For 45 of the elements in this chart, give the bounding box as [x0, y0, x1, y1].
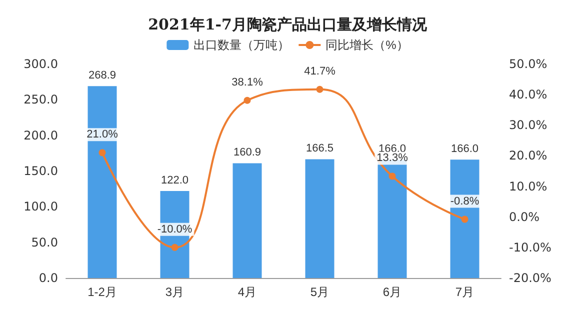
x-tick-label: 4月 [238, 285, 257, 299]
y-tick-label: 0.0 [38, 271, 58, 285]
point [388, 172, 396, 180]
bar [88, 86, 117, 278]
y-tick-label: 50.0 [31, 235, 58, 250]
point [171, 244, 178, 251]
x-tick-label: 6月 [382, 285, 402, 299]
data-label: 166.5 [306, 142, 334, 155]
y-tick-label: 100.0 [24, 200, 58, 214]
y-tick-label: 200.0 [24, 128, 58, 142]
y2-tick-label: 20.0% [509, 148, 548, 163]
y-tick-label: 300.0 [24, 57, 58, 71]
x-tick-label: 5月 [310, 285, 330, 299]
data-label: 21.0% [86, 128, 118, 141]
data-label: 166.0 [450, 143, 479, 156]
y2-tick-label: 30.0% [509, 118, 548, 132]
chart-title: 2021年1-7月陶瓷产品出口量及增长情况 [148, 16, 428, 34]
y2-tick-label: 40.0% [509, 88, 548, 102]
y-tick-label: 150.0 [24, 164, 58, 178]
y2-tick-label: 50.0% [509, 57, 548, 71]
x-tick-label: 7月 [455, 285, 474, 299]
point [316, 86, 324, 93]
point [244, 96, 251, 104]
y2-tick-label: 0.0% [509, 210, 540, 224]
data-label: -0.8% [450, 195, 480, 208]
y-tick-label: 250.0 [24, 92, 58, 107]
point [98, 149, 106, 156]
data-label: 38.1% [232, 76, 264, 88]
point [461, 216, 468, 223]
data-label: 13.3% [376, 152, 408, 164]
x-tick-label: 3月 [165, 285, 184, 299]
y2-tick-label: -10.0% [509, 240, 552, 254]
bar [450, 160, 480, 278]
data-label: 268.9 [88, 70, 116, 82]
x-tick-label: 1-2月 [88, 285, 117, 299]
data-label: 160.9 [233, 146, 262, 159]
data-label: -10.0% [157, 223, 192, 236]
legend-label: 同比增长（%） [326, 38, 408, 52]
data-label: 122.0 [160, 174, 189, 186]
y2-tick-label: 10.0% [509, 179, 548, 194]
y2-tick-label: -20.0% [509, 271, 552, 285]
bar [305, 159, 334, 278]
legend-label: 出口数量（万吨） [194, 38, 290, 52]
bar [232, 163, 262, 278]
data-label: 41.7% [304, 65, 336, 78]
